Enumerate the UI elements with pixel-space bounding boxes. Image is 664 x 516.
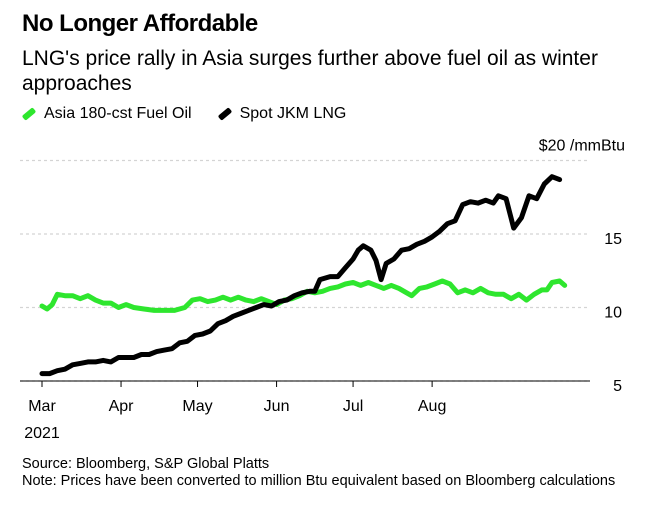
source-note: Source: Bloomberg, S&P Global Platts [22,456,270,472]
y-tick-label-20: $20 /mmBtu [539,138,625,155]
series-line-lng [39,174,563,377]
chart-subtitle: LNG's price rally in Asia surges further… [22,47,598,95]
legend-item-lng: Spot JKM LNG [217,105,347,123]
series-line-fuel-oil [39,278,568,313]
x-tick-label-Jun: Jun [264,398,290,415]
y-tick-label-10: 10 [604,305,622,322]
y-tick-label-15: 15 [604,231,622,248]
x-tick-label-Mar: Mar [28,398,56,415]
legend: Asia 180-cst Fuel Oil Spot JKM LNG [21,105,372,123]
x-tick-label-Aug: Aug [418,398,446,415]
chart-title: No Longer Affordable [22,10,258,37]
x-tick-sublabel-year: 2021 [24,425,60,442]
footer: Source: Bloomberg, S&P Global Platts Not… [22,456,652,490]
legend-label-lng: Spot JKM LNG [239,105,347,122]
x-tick-label-May: May [182,398,212,415]
legend-label-fuel-oil: Asia 180-cst Fuel Oil [44,105,192,122]
line-chart: $20 /mmBtu 15 10 5 Mar 2021 Apr May Jun Jul Aug [20,138,625,442]
x-tick-label-Apr: Apr [109,398,135,415]
legend-swatch-fuel-oil [21,107,37,121]
y-tick-label-5: 5 [613,378,622,395]
legend-item-fuel-oil: Asia 180-cst Fuel Oil [21,105,192,123]
calculation-note: Note: Prices have been converted to mill… [22,473,616,489]
legend-swatch-lng [217,107,232,121]
x-tick-label-Jul: Jul [343,398,363,415]
